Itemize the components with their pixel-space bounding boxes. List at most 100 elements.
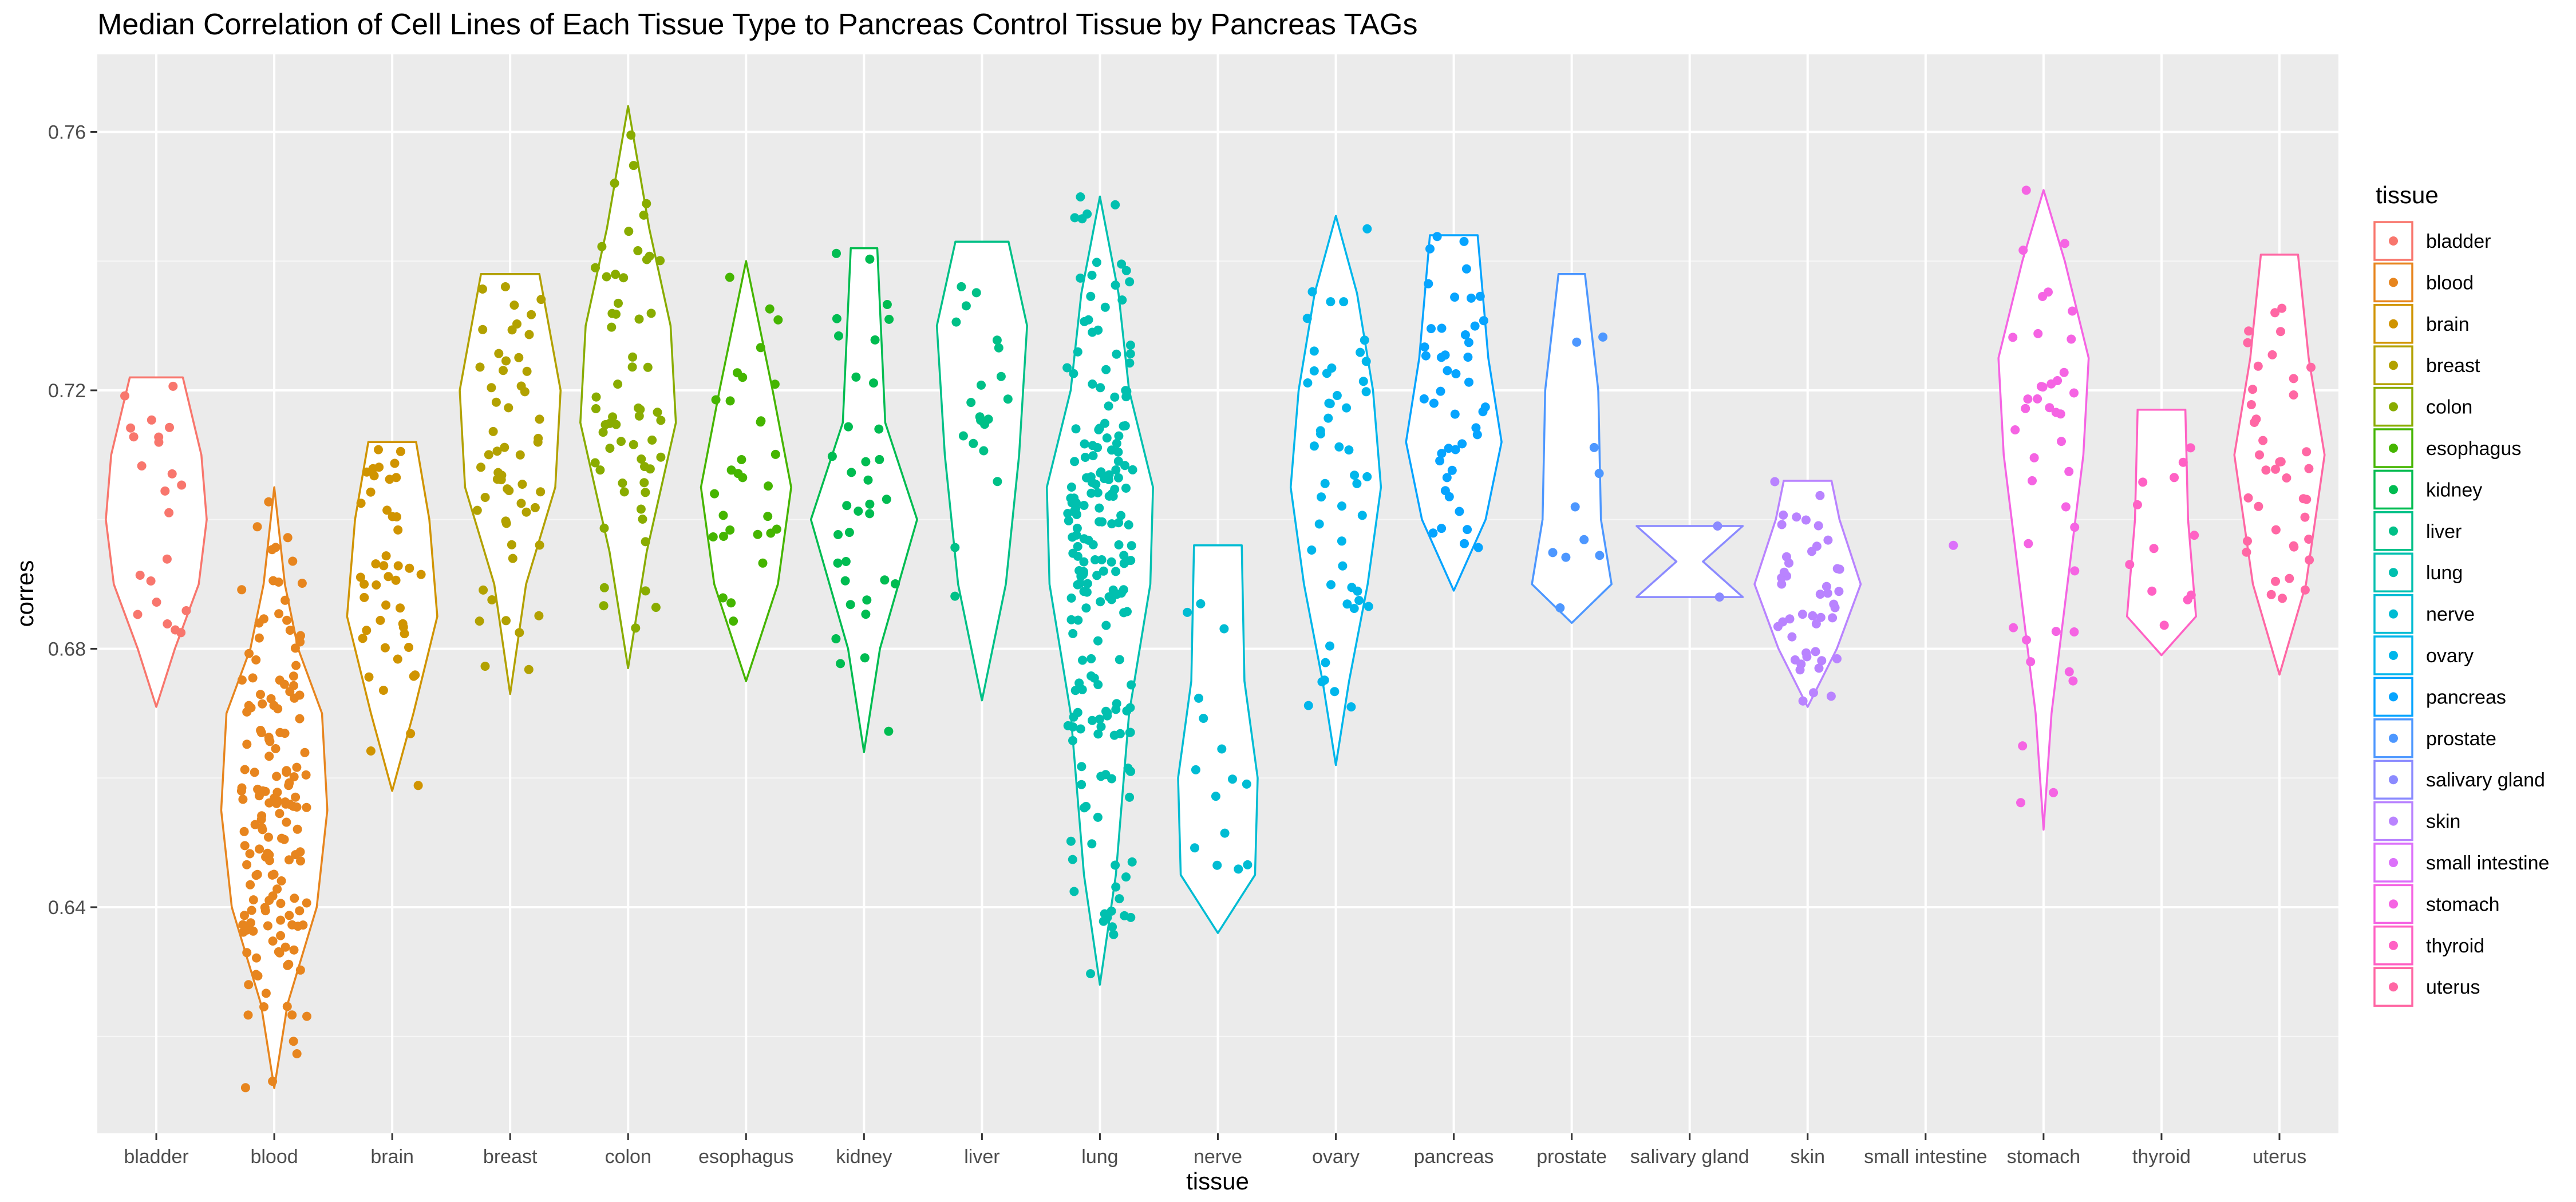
- point-pancreas: [1473, 543, 1483, 552]
- point-uterus: [2289, 374, 2298, 383]
- x-tick-label: thyroid: [2132, 1146, 2191, 1168]
- point-colon: [611, 270, 621, 279]
- point-liver: [950, 543, 960, 552]
- point-blood: [283, 533, 293, 543]
- x-tick-label: uterus: [2253, 1146, 2307, 1168]
- point-pancreas: [1450, 292, 1460, 302]
- point-skin: [1814, 521, 1823, 531]
- point-ovary: [1337, 536, 1346, 546]
- point-colon: [638, 515, 647, 524]
- point-skin: [1832, 654, 1842, 663]
- point-lung: [1114, 540, 1124, 549]
- point-blood: [293, 824, 302, 834]
- point-lung: [1077, 762, 1086, 772]
- point-brain: [372, 580, 381, 590]
- point-pancreas: [1442, 473, 1452, 483]
- point-liver: [950, 591, 960, 601]
- point-blood: [256, 726, 266, 735]
- point-colon: [643, 362, 653, 372]
- point-blood: [276, 876, 286, 885]
- point-lung: [1069, 887, 1079, 896]
- point-ovary: [1354, 596, 1364, 605]
- point-pancreas: [1435, 456, 1445, 466]
- point-uterus: [2261, 465, 2271, 475]
- point-breast: [478, 325, 488, 334]
- point-nerve: [1219, 624, 1229, 634]
- point-breast: [522, 366, 532, 376]
- point-esophagus: [718, 511, 728, 520]
- point-blood: [289, 671, 298, 681]
- point-blood: [289, 1037, 298, 1046]
- point-esophagus: [763, 512, 773, 521]
- point-kidney: [869, 378, 878, 388]
- point-colon: [619, 487, 629, 497]
- point-kidney: [882, 300, 892, 309]
- point-lung: [1099, 566, 1108, 576]
- point-stomach: [2021, 404, 2030, 413]
- point-lung: [1073, 347, 1082, 357]
- point-lung: [1073, 551, 1082, 561]
- point-uterus: [2282, 473, 2291, 483]
- point-lung: [1075, 578, 1085, 588]
- point-lung: [1112, 590, 1122, 599]
- legend-label: thyroid: [2426, 935, 2484, 957]
- point-prostate: [1579, 535, 1589, 544]
- y-tick-label: 0.68: [48, 638, 86, 660]
- point-pancreas: [1432, 232, 1442, 242]
- point-lung: [1121, 392, 1131, 402]
- point-breast: [475, 616, 484, 626]
- legend-label: skin: [2426, 811, 2460, 833]
- point-lung: [1081, 603, 1091, 613]
- point-lung: [1107, 519, 1117, 529]
- point-colon: [639, 478, 649, 488]
- point-blood: [274, 609, 284, 619]
- point-blood: [256, 690, 265, 699]
- point-lung: [1128, 465, 1137, 475]
- point-blood: [285, 911, 294, 920]
- point-lung: [1088, 441, 1097, 450]
- point-colon: [634, 403, 643, 413]
- point-esophagus: [764, 481, 773, 491]
- point-blood: [239, 827, 249, 836]
- point-esophagus: [708, 532, 718, 541]
- point-blood: [261, 989, 271, 998]
- point-blood: [276, 899, 286, 908]
- point-uterus: [2289, 542, 2299, 552]
- point-lung: [1088, 715, 1097, 725]
- point-brain: [359, 592, 369, 602]
- legend-label: breast: [2426, 355, 2480, 377]
- point-lung: [1123, 607, 1132, 616]
- point-thyroid: [2132, 500, 2142, 509]
- point-blood: [302, 1011, 311, 1021]
- point-ovary: [1326, 580, 1336, 590]
- point-blood: [248, 673, 258, 683]
- point-blood: [250, 820, 260, 829]
- point-blood: [291, 661, 301, 670]
- point-kidney: [854, 507, 863, 516]
- point-blood: [295, 906, 305, 916]
- point-uterus: [2285, 574, 2294, 583]
- point-skin: [1808, 611, 1818, 620]
- point-lung: [1093, 812, 1103, 822]
- point-skin: [1828, 613, 1838, 623]
- point-stomach: [2061, 502, 2071, 512]
- point-ovary: [1361, 357, 1371, 366]
- point-esophagus: [773, 315, 783, 325]
- point-lung: [1079, 501, 1089, 510]
- point-lung: [1121, 266, 1131, 275]
- point-ovary: [1319, 675, 1329, 685]
- point-blood: [264, 832, 273, 842]
- point-skin: [1778, 617, 1788, 627]
- point-bladder: [152, 598, 161, 607]
- legend-label: prostate: [2426, 728, 2496, 750]
- point-pancreas: [1459, 236, 1469, 246]
- point-blood: [295, 690, 305, 700]
- point-lung: [1124, 520, 1133, 529]
- point-prostate: [1594, 469, 1604, 479]
- point-lung: [1068, 855, 1077, 864]
- point-brain: [413, 781, 423, 790]
- legend-label: kidney: [2426, 479, 2482, 501]
- point-blood: [237, 675, 247, 685]
- point-ovary: [1361, 387, 1371, 397]
- point-pancreas: [1437, 449, 1447, 458]
